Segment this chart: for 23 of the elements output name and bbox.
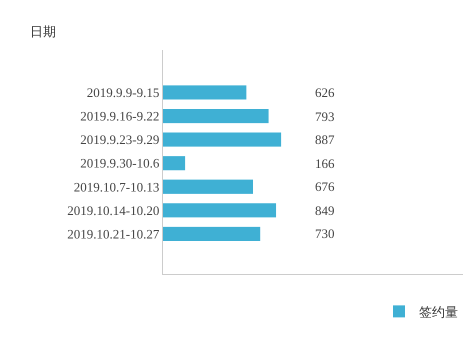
y-tick-label: 2019.10.14-10.20 [67, 202, 160, 218]
y-tick-label: 2019.9.30-10.6 [80, 156, 160, 171]
y-tick-label: 2019.9.16-9.22 [80, 108, 160, 124]
data-label: 730 [315, 226, 334, 241]
y-tick-label: 2019.10.7-10.13 [74, 179, 160, 194]
y-tick-label: 2019.9.23-9.29 [80, 132, 160, 148]
y-tick-label: 2019.9.9-9.15 [86, 84, 160, 100]
y-axis-title: 日期 [30, 25, 56, 40]
bar [163, 108, 269, 124]
data-label: 166 [315, 156, 335, 171]
bar [163, 85, 246, 100]
data-label: 626 [315, 85, 335, 100]
bar [163, 203, 276, 218]
data-label: 887 [315, 132, 335, 147]
bar [163, 132, 282, 147]
bar [163, 226, 260, 241]
y-tick-label: 2019.10.21-10.27 [67, 226, 160, 242]
legend-label: 签约量 [419, 305, 458, 320]
bar [163, 180, 254, 194]
bar [163, 156, 186, 170]
data-label: 849 [315, 203, 334, 218]
data-label: 793 [315, 109, 334, 124]
data-label: 676 [315, 179, 335, 194]
